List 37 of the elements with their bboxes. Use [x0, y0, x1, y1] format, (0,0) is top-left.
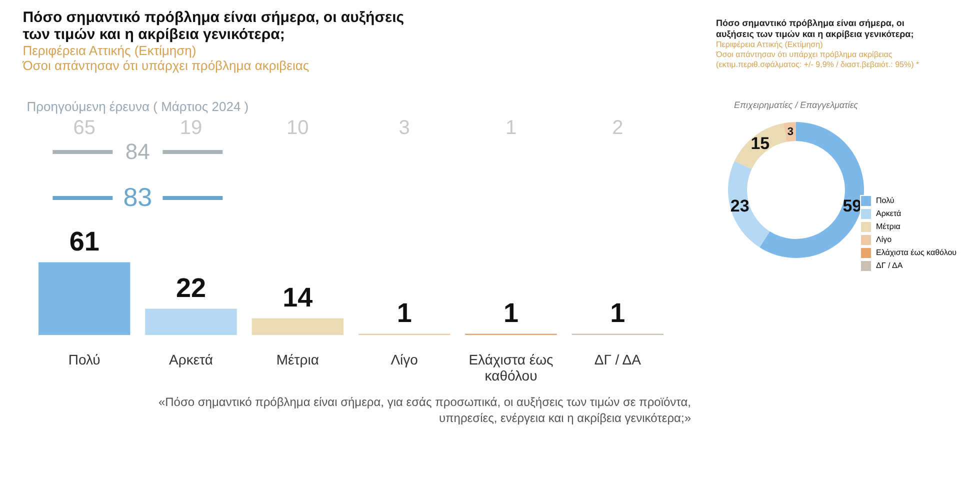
data-label: 1	[396, 298, 412, 328]
x-tick-label: Λίγο	[390, 352, 418, 368]
text: Προηγούμενη έρευνα ( Μάρτιος 2024 )	[26, 99, 249, 114]
text: Όσοι απάντησαν ότι υπάρχει πρόβλημα ακρίβειας	[715, 50, 892, 59]
x-tick-label: Αρκετά	[169, 352, 213, 368]
text: (εκτιμ.περιθ.σφάλματος: +/- 9,9% / διαστ.βεβαιότ.: 95%) *	[716, 60, 920, 69]
data-label: 14	[282, 282, 313, 312]
legend-label: Αρκετά	[876, 209, 902, 218]
x-tick-label: ΔΓ / ΔΑ	[594, 352, 642, 368]
chart-subtitle: Περιφέρεια Αττικής (Εκτίμηση)	[716, 40, 824, 49]
data-label: 22	[176, 272, 206, 303]
text: Επιχειρηματίες / Επαγγελματίες	[734, 100, 859, 110]
chart-title: Πόσο σημαντικό πρόβλημα είναι σήμερα, οι αυξήσεις των τιμών και η ακρίβεια γενικότερα;	[22, 9, 404, 43]
data-label: 23	[730, 196, 750, 216]
text: Όσοι απάντησαν ότι υπάρχει πρόβλημα ακριβειας	[22, 58, 310, 73]
x-tick-label: Πολύ	[68, 352, 100, 368]
text: 84	[125, 139, 150, 164]
donut-slice	[728, 161, 770, 248]
data-label: 1	[503, 298, 519, 328]
data-label: 15	[750, 134, 770, 153]
legend-label: ΔΓ / ΔΑ	[876, 261, 904, 270]
chart-title: Πόσο σημαντικό πρόβλημα είναι σήμερα, οι αυξήσεις των τιμών και η ακρίβεια γενικότερα;	[716, 18, 914, 39]
text: 83	[123, 182, 152, 212]
legend-label: Πολύ	[876, 196, 894, 205]
text: «Πόσο σημαντικό πρόβλημα είναι σήμερα, για εσάς προσωπικά, οι αυξήσεις των τιμών σε προϊόντα, υπηρεσίες, ενέργεια και η ακρίβεια γενικότερα;»	[158, 395, 692, 425]
data-label: 1	[610, 298, 626, 328]
legend-label: Μέτρια	[876, 222, 901, 231]
legend-label: Ελάχιστα έως καθόλου	[876, 248, 957, 257]
x-tick-label: Ελάχιστα έως καθόλου	[468, 352, 554, 384]
legend-label: Λίγο	[876, 235, 892, 244]
bar	[252, 318, 344, 335]
data-label: 61	[69, 226, 100, 256]
bar	[38, 262, 130, 335]
x-tick-label: Μέτρια	[276, 352, 319, 368]
bar	[145, 308, 237, 335]
data-label: 3	[787, 126, 794, 138]
chart-subtitle: Περιφέρεια Αττικής (Εκτίμηση)	[22, 43, 196, 58]
